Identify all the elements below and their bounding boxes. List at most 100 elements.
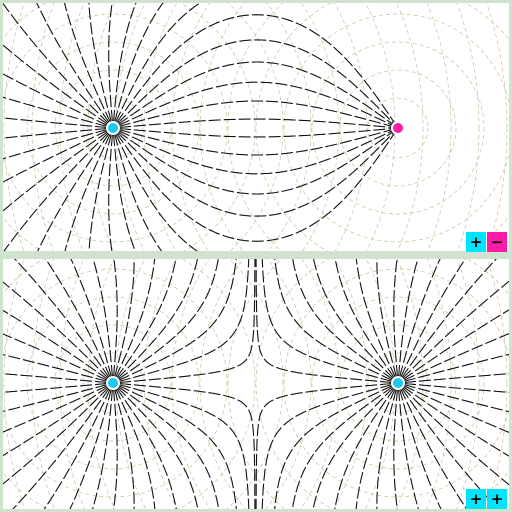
field-line [3,129,108,160]
equipotential [456,259,480,509]
field-line [115,14,397,126]
equipotential [395,259,424,509]
field-line [255,259,393,384]
field-line [116,131,396,217]
field-line [3,131,110,251]
field-line [403,382,509,393]
equipotential [31,259,55,509]
field-line [3,117,108,129]
field-line [117,259,219,381]
field-line [401,386,509,486]
field-line [112,3,137,123]
field-line [12,387,111,509]
field-line [118,81,395,127]
field-line [397,259,419,378]
equipotential [426,259,452,509]
equipotential [265,259,312,509]
field-line [399,259,441,378]
field-line [355,259,396,378]
field-line [114,133,163,251]
field-line [118,384,250,509]
field-line [115,3,201,123]
field-line [118,118,395,129]
charge-toggle[interactable] [466,489,486,509]
field-line [393,259,399,378]
equipotential [171,3,211,251]
field-line [14,259,111,379]
equipotential [283,13,509,243]
equipotential [226,259,284,509]
equipotential [333,3,368,251]
equipotential [367,352,429,414]
charge-toggle[interactable] [466,232,486,252]
field-line [402,385,509,457]
field-line [3,384,108,412]
charge-toggle[interactable] [487,489,507,509]
field-line [118,100,394,128]
field-line [393,388,399,509]
field-line [45,259,111,378]
equipotential [300,259,340,509]
equipotential [31,3,55,251]
charge-toggle[interactable] [487,232,507,252]
field-line [115,133,198,251]
field-line [43,388,111,509]
field-line [69,388,112,509]
field-line [3,354,108,382]
field-line [115,259,177,379]
field-line [115,388,156,509]
field-line [3,130,109,212]
field-line [401,280,509,380]
equipotential [3,259,256,509]
equipotential [87,3,115,251]
badge-label: − [491,233,504,251]
equipotential [339,69,457,187]
field-line [118,259,250,382]
equipotential [54,69,172,187]
equipotential [300,3,340,251]
field-line [92,259,114,378]
field-line [114,3,164,123]
field-line [63,3,111,123]
field-line [118,259,237,381]
field-line [117,129,396,195]
badge-label: + [470,233,483,251]
field-line [274,385,393,509]
field-line [274,259,393,381]
field-line [3,130,108,183]
field-line [3,385,109,457]
equipotential [26,296,200,470]
field-line [400,259,466,378]
field-line [92,388,114,509]
equipotential [311,41,485,215]
field-line [292,259,394,381]
field-line [3,44,109,126]
field-line [116,259,198,380]
field-line [116,39,396,125]
field-line [116,386,199,509]
field-line [117,385,220,509]
field-line [118,382,256,509]
field-line [3,382,108,393]
field-line [118,128,394,156]
field-line [118,385,237,509]
field-line [403,373,509,384]
equipotential [333,259,368,509]
charge [393,123,403,133]
field-line [291,385,394,509]
field-line [3,333,108,381]
equipotential [396,3,424,251]
field-line [402,309,509,381]
field-line [114,388,135,509]
field-line [355,388,396,509]
field-line [403,385,509,433]
field-line [376,259,397,378]
equipotential [456,3,480,251]
charge [108,123,118,133]
field-line [88,133,112,251]
